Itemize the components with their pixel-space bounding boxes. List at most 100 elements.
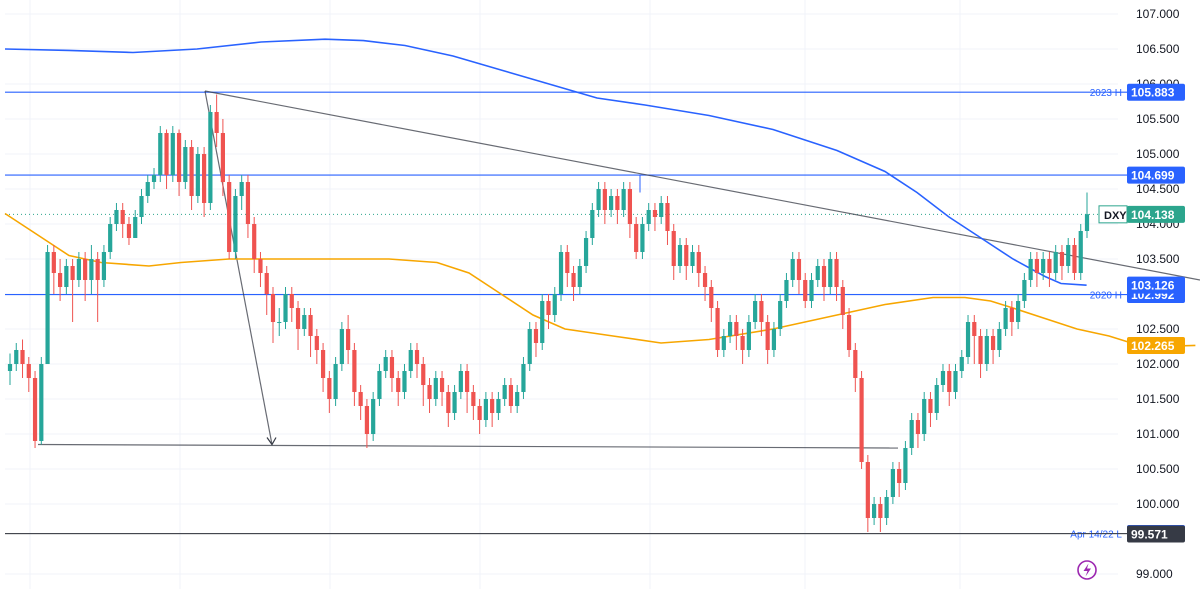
- candle: [872, 497, 877, 525]
- candle: [1066, 238, 1071, 273]
- candle: [527, 322, 532, 371]
- candle: [439, 371, 445, 406]
- candle: [114, 203, 119, 231]
- candle: [634, 217, 639, 259]
- candle: [1084, 192, 1090, 238]
- candle-body: [727, 322, 733, 336]
- candle-body: [540, 301, 545, 343]
- candle-body: [1078, 231, 1083, 273]
- moving-averages: [4, 38, 1196, 348]
- candle: [233, 189, 238, 259]
- candle-body: [634, 224, 639, 252]
- candle: [984, 329, 989, 371]
- candle: [239, 175, 244, 210]
- candle: [715, 301, 720, 357]
- candle: [164, 129, 169, 189]
- candle-body: [239, 182, 244, 196]
- candle: [1047, 252, 1052, 287]
- candle: [753, 294, 758, 329]
- candle: [997, 322, 1002, 357]
- candle: [915, 413, 921, 448]
- candle-body: [170, 133, 175, 175]
- candle-body: [577, 266, 582, 287]
- candle-body: [821, 266, 827, 287]
- candle: [277, 308, 282, 336]
- candle: [95, 252, 100, 322]
- ma-fast-line: [4, 212, 1196, 348]
- candle: [270, 287, 276, 343]
- candle: [590, 203, 595, 245]
- candle: [333, 357, 338, 406]
- candle-body: [521, 364, 526, 392]
- candle-body: [527, 329, 532, 364]
- candle: [120, 203, 125, 238]
- trend-line-0: [204, 90, 1200, 281]
- candle-body: [947, 371, 952, 392]
- candle-body: [358, 392, 363, 406]
- candle: [295, 301, 301, 350]
- candle: [596, 182, 601, 217]
- candle: [571, 266, 576, 301]
- candle-body: [452, 392, 457, 413]
- candle: [621, 182, 626, 217]
- candle: [183, 140, 188, 189]
- candle-body: [665, 203, 670, 231]
- candle-body: [508, 385, 514, 406]
- candle: [546, 294, 551, 329]
- candle-body: [1053, 252, 1058, 273]
- indicator-tag-1-text: 102.265: [1131, 339, 1175, 353]
- candle: [14, 343, 19, 371]
- candle-body: [108, 224, 113, 252]
- arrow-head: [266, 437, 277, 446]
- candle: [227, 175, 232, 259]
- tick-label-107.000: 107.000: [1136, 7, 1180, 21]
- candle: [540, 294, 545, 350]
- candle: [684, 238, 689, 280]
- tradingview-lightning-icon[interactable]: [1077, 560, 1097, 580]
- candle-body: [846, 315, 852, 350]
- candle-body: [909, 420, 914, 448]
- candle-body: [978, 336, 983, 364]
- candle: [659, 196, 664, 224]
- candle-body: [383, 357, 388, 371]
- candle-body: [515, 392, 520, 406]
- candle: [652, 203, 658, 231]
- candle-body: [189, 147, 194, 196]
- candle-body: [721, 336, 726, 350]
- candle-body: [997, 329, 1002, 350]
- candle-body: [208, 112, 213, 203]
- candle-body: [396, 378, 401, 392]
- candle-body: [753, 301, 758, 322]
- candle: [189, 140, 194, 210]
- candle-body: [1047, 259, 1052, 273]
- candle-body: [76, 259, 81, 280]
- candle: [427, 378, 432, 413]
- candle-body: [533, 329, 539, 343]
- candle: [809, 273, 814, 308]
- candle-body: [89, 259, 94, 280]
- candle-body: [1066, 245, 1071, 266]
- candle-body: [70, 266, 75, 280]
- candle: [746, 315, 751, 357]
- candle: [70, 259, 75, 322]
- candle: [972, 315, 977, 364]
- candle-body: [803, 280, 808, 301]
- candle: [45, 245, 50, 364]
- candle-body: [1059, 252, 1065, 266]
- candle-body: [546, 301, 551, 315]
- candle-body: [859, 378, 864, 462]
- candle-body: [1028, 259, 1033, 280]
- candle-body: [139, 196, 144, 217]
- candle: [76, 252, 81, 287]
- candle: [909, 413, 914, 455]
- candle: [83, 252, 88, 301]
- candle: [865, 455, 870, 532]
- candle-body: [145, 182, 150, 196]
- candle: [840, 280, 845, 329]
- candle-body: [984, 336, 989, 364]
- candle-body: [483, 399, 488, 420]
- candle: [170, 126, 175, 182]
- candle-body: [615, 196, 620, 210]
